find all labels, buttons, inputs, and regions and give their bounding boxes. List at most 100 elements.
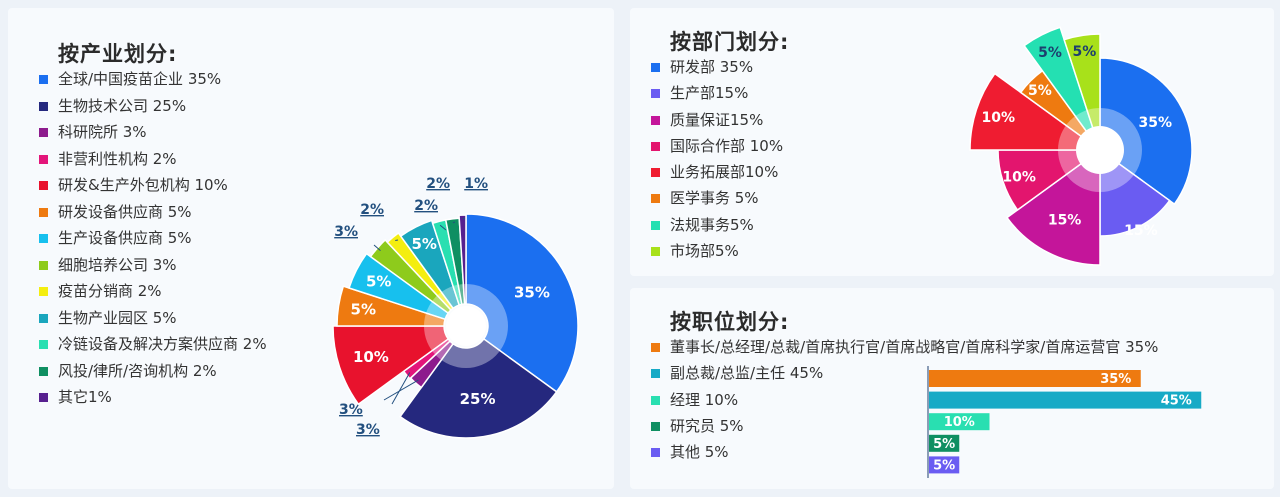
industry-legend-item: 其它1%	[36, 387, 267, 414]
department-slices: 35% 15% 15% 10% 10% 5% 5% 5%	[969, 26, 1193, 266]
industry-slice-label: 25%	[460, 390, 496, 408]
position-bar	[929, 413, 990, 431]
industry-legend-item: 疫苗分销商 2%	[36, 281, 267, 308]
industry-callout-line	[373, 244, 381, 251]
department-legend-item: 医学事务 5%	[648, 188, 783, 214]
position-legend-swatch	[651, 395, 660, 405]
industry-legend-swatch	[39, 287, 48, 296]
industry-legend-item: 全球/中国疫苗企业 35%	[36, 69, 267, 96]
position-bar	[929, 434, 960, 452]
department-slice-label: 10%	[1002, 169, 1036, 185]
department-legend-swatch	[651, 168, 660, 178]
industry-legend-label: 风投/律所/咨询机构 2%	[58, 361, 217, 380]
department-legend-swatch	[651, 89, 660, 99]
industry-callout-label: 3%	[356, 422, 380, 438]
department-slice-label: 5%	[1072, 44, 1096, 60]
industry-legend-swatch	[39, 207, 48, 217]
industry-legend-swatch	[39, 366, 48, 376]
industry-slice-label: 5%	[351, 301, 376, 319]
industry-legend-item: 细胞培养公司 3%	[36, 255, 267, 282]
position-bar	[929, 391, 1202, 409]
industry-legend-item: 冷链设备及解决方案供应商 2%	[36, 334, 267, 361]
industry-callout-label: 1%	[464, 176, 488, 192]
industry-legend-label: 生产设备供应商 5%	[58, 229, 192, 247]
department-legend-swatch	[651, 220, 660, 230]
industry-slice	[458, 214, 467, 305]
position-bar-label: 5%	[933, 437, 955, 452]
industry-slice-label: 10%	[353, 348, 389, 366]
industry-legend-swatch	[39, 101, 48, 111]
industry-legend-label: 生物产业园区 5%	[58, 308, 177, 327]
industry-legend-swatch	[39, 260, 48, 270]
position-legend-swatch	[651, 448, 660, 458]
department-legend-label: 国际合作部 10%	[670, 136, 784, 155]
position-legend-item: 经理 10%	[648, 390, 1158, 416]
department-slice-label: 10%	[981, 110, 1015, 126]
industry-slice	[465, 213, 579, 393]
industry-legend-item: 研发设备供应商 5%	[36, 202, 267, 229]
position-legend: 董事长/总经理/总裁/首席执行官/首席战略官/首席科学家/首席运营官 35% 副总…	[648, 337, 1158, 468]
industry-legend-item: 生物产业园区 5%	[36, 308, 267, 335]
position-legend-item: 董事长/总经理/总裁/首席执行官/首席战略官/首席科学家/首席运营官 35%	[648, 337, 1158, 363]
industry-title: 按产业划分:	[58, 42, 178, 66]
industry-legend-swatch	[39, 340, 48, 349]
department-legend-label: 业务拓展部10%	[670, 163, 779, 182]
department-slice-label: 15%	[1124, 223, 1158, 239]
industry-legend-label: 冷链设备及解决方案供应商 2%	[58, 335, 267, 353]
industry-callout-line	[383, 379, 419, 401]
industry-legend-label: 疫苗分销商 2%	[58, 282, 162, 300]
industry-legend-item: 科研院所 3%	[36, 122, 267, 149]
position-legend-label: 其他 5%	[670, 443, 729, 462]
industry-legend-swatch	[39, 128, 48, 137]
department-legend-item: 市场部5%	[648, 241, 783, 267]
industry-legend-label: 研发&生产外包机构 10%	[58, 176, 228, 194]
department-center-hole	[1076, 126, 1124, 174]
industry-callout-label: 3%	[339, 402, 363, 418]
industry-slice-label: 5%	[366, 273, 391, 291]
industry-slice	[332, 325, 450, 406]
position-legend-item: 副总裁/总监/主任 45%	[648, 363, 1158, 389]
position-legend-label: 副总裁/总监/主任 45%	[670, 364, 824, 383]
industry-callout-label: 2%	[414, 198, 438, 214]
department-slice-label: 35%	[1138, 115, 1172, 131]
department-legend-swatch	[651, 63, 660, 72]
industry-legend-label: 非营利性机构 2%	[58, 149, 177, 168]
industry-slices: 35%25%3%3%10%5%5%3%2%5%2%2% 1%	[332, 176, 579, 439]
position-legend-swatch	[651, 369, 660, 379]
industry-callout-line	[439, 224, 447, 231]
industry-legend-item: 生产设备供应商 5%	[36, 228, 267, 255]
position-title: 按职位划分:	[670, 310, 790, 334]
department-legend-swatch	[651, 194, 660, 204]
position-legend-item: 其他 5%	[648, 442, 1158, 468]
position-legend-swatch	[651, 421, 660, 431]
industry-callout-line	[452, 221, 456, 224]
industry-legend: 全球/中国疫苗企业 35% 生物技术公司 25% 科研院所 3% 非营利性机构 2% 研…	[36, 69, 267, 414]
department-legend-swatch	[651, 247, 660, 257]
industry-legend-label: 生物技术公司 25%	[58, 96, 187, 115]
industry-legend-item: 研发&生产外包机构 10%	[36, 175, 267, 202]
department-legend-swatch	[651, 115, 660, 125]
industry-callout-line	[391, 372, 411, 405]
industry-callout-label: 3%	[334, 224, 358, 240]
industry-center-hole	[446, 306, 486, 346]
industry-callout-line	[462, 217, 466, 220]
department-legend-item: 研发部 35%	[648, 57, 783, 83]
industry-legend-label: 研发设备供应商 5%	[58, 202, 192, 221]
industry-legend-item: 风投/律所/咨询机构 2%	[36, 361, 267, 388]
department-slice-label: 5%	[1028, 83, 1052, 99]
industry-legend-item: 非营利性机构 2%	[36, 149, 267, 176]
department-slice-label: 5%	[1038, 45, 1062, 61]
department-legend-label: 法规事务5%	[670, 215, 754, 234]
department-legend-item: 国际合作部 10%	[648, 136, 783, 162]
industry-legend-label: 细胞培养公司 3%	[58, 255, 177, 274]
position-legend-swatch	[651, 343, 660, 352]
industry-legend-label: 其它1%	[58, 388, 112, 406]
position-bar-label: 5%	[933, 458, 955, 473]
industry-callout-label: 2%	[360, 202, 384, 218]
department-legend-item: 质量保证15%	[648, 110, 783, 136]
industry-legend-label: 全球/中国疫苗企业 35%	[58, 70, 222, 88]
industry-legend-swatch	[39, 313, 48, 323]
